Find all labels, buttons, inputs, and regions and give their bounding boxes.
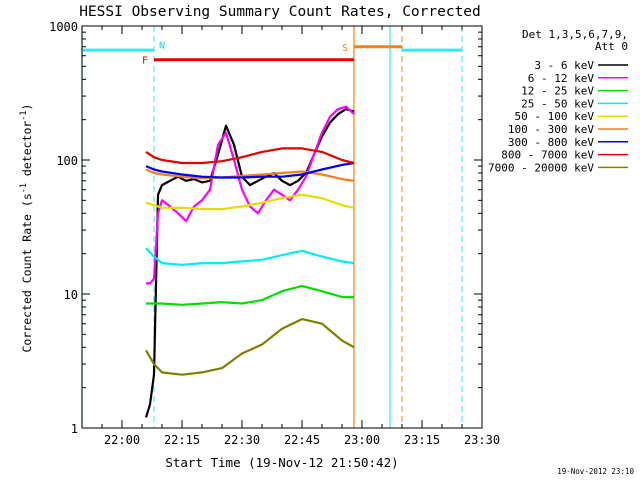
flag-label-s: S — [342, 43, 348, 54]
x-tick-label: 22:00 — [104, 433, 140, 447]
legend-entry-label: 7000 - 20000 keV — [488, 161, 594, 174]
x-tick-label: 23:30 — [464, 433, 500, 447]
series-line — [145, 193, 355, 211]
legend-entry-label: 25 - 50 keV — [521, 97, 594, 110]
legend-entry-label: 100 - 300 keV — [508, 123, 594, 136]
x-tick-label: 22:30 — [224, 433, 260, 447]
series-line — [145, 247, 355, 266]
x-tick-label: 22:15 — [164, 433, 200, 447]
plot-frame — [81, 25, 483, 429]
legend-entry-label: 800 - 7000 keV — [501, 149, 594, 162]
x-tick-label: 23:15 — [404, 433, 440, 447]
chart-title: HESSI Observing Summary Count Rates, Cor… — [79, 4, 481, 20]
legend-entry-label: 12 - 25 keV — [521, 85, 594, 98]
x-tick-label: 23:00 — [344, 433, 380, 447]
legend-header-line1: Det 1,3,5,6,7,9, — [522, 28, 628, 41]
y-tick-label: 1000 — [49, 20, 78, 34]
legend-entry-label: 50 - 100 keV — [515, 110, 595, 123]
x-axis-label: Start Time (19-Nov-12 21:50:42) — [165, 455, 398, 470]
series-line — [145, 147, 355, 165]
y-tick-label: 10 — [64, 288, 78, 302]
footer-date: 19-Nov-2012 23:10 — [557, 467, 634, 476]
series-line — [145, 318, 355, 376]
series-line — [145, 168, 355, 182]
legend-entry-label: 6 - 12 keV — [528, 72, 595, 85]
flag-label-n: N — [159, 40, 165, 51]
series-line — [146, 284, 354, 306]
x-tick-label: 22:45 — [284, 433, 320, 447]
legend-entry-label: 300 - 800 keV — [508, 136, 594, 149]
y-tick-label: 1 — [71, 422, 78, 436]
legend-header-line2: Att 0 — [595, 40, 628, 53]
y-tick-label: 100 — [56, 154, 78, 168]
plot-area: F S N — [81, 26, 463, 428]
series-line — [145, 161, 355, 179]
flag-label-f: F — [142, 56, 148, 67]
series-line — [146, 105, 355, 285]
legend-entry-label: 3 - 6 keV — [534, 59, 594, 72]
y-axis-label: Corrected Count Rate (s-1 detector-1) — [19, 104, 34, 353]
axes: 22:00 22:15 22:30 22:45 23:00 23:15 23:30 1 10 10… — [49, 20, 500, 447]
